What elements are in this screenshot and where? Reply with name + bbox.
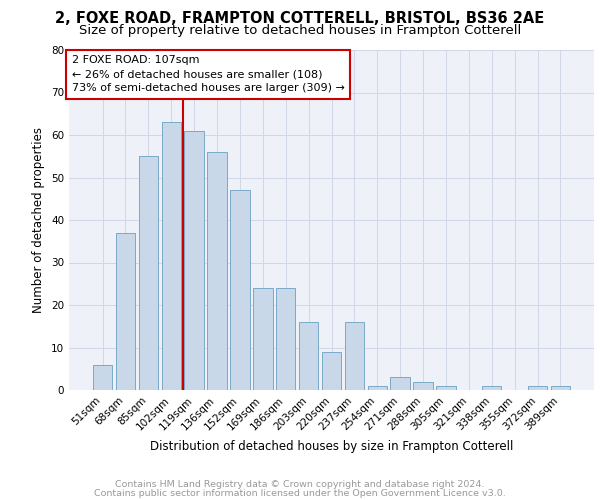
Bar: [139, 156, 158, 390]
Bar: [276, 288, 295, 390]
Bar: [322, 352, 341, 390]
Bar: [344, 322, 364, 390]
Bar: [368, 386, 387, 390]
Bar: [482, 386, 502, 390]
Text: 2, FOXE ROAD, FRAMPTON COTTERELL, BRISTOL, BS36 2AE: 2, FOXE ROAD, FRAMPTON COTTERELL, BRISTO…: [55, 11, 545, 26]
Text: 2 FOXE ROAD: 107sqm
← 26% of detached houses are smaller (108)
73% of semi-detac: 2 FOXE ROAD: 107sqm ← 26% of detached ho…: [71, 55, 344, 93]
Bar: [184, 130, 204, 390]
Bar: [413, 382, 433, 390]
Bar: [436, 386, 455, 390]
Y-axis label: Number of detached properties: Number of detached properties: [32, 127, 46, 313]
Bar: [208, 152, 227, 390]
Bar: [116, 233, 135, 390]
Bar: [299, 322, 319, 390]
Bar: [551, 386, 570, 390]
Bar: [161, 122, 181, 390]
Bar: [230, 190, 250, 390]
Bar: [528, 386, 547, 390]
Text: Contains HM Land Registry data © Crown copyright and database right 2024.: Contains HM Land Registry data © Crown c…: [115, 480, 485, 489]
Text: Size of property relative to detached houses in Frampton Cotterell: Size of property relative to detached ho…: [79, 24, 521, 37]
Bar: [391, 377, 410, 390]
Bar: [253, 288, 272, 390]
Text: Contains public sector information licensed under the Open Government Licence v3: Contains public sector information licen…: [94, 488, 506, 498]
X-axis label: Distribution of detached houses by size in Frampton Cotterell: Distribution of detached houses by size …: [150, 440, 513, 453]
Bar: [93, 364, 112, 390]
